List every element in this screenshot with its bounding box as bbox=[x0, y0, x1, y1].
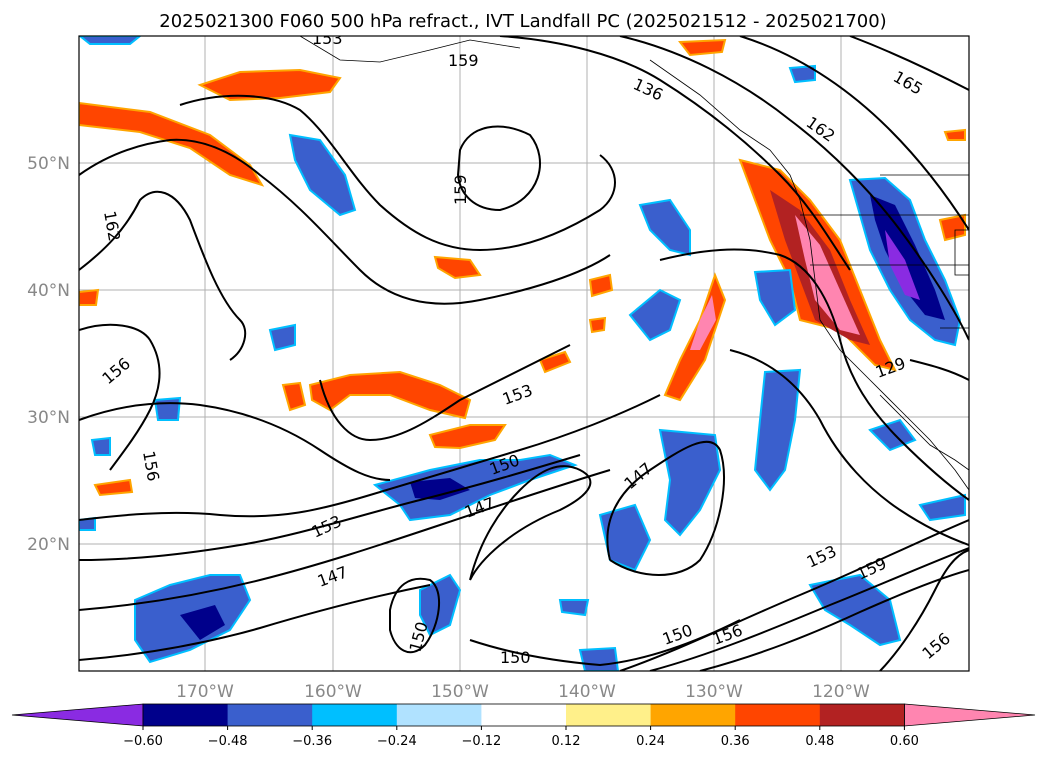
colorbar-segment bbox=[481, 704, 567, 726]
colorbar-tick-label: −0.48 bbox=[208, 734, 248, 749]
lat-label: 20°N bbox=[27, 535, 70, 555]
contour-label: 159 bbox=[448, 51, 479, 70]
colorbar-tick-label: −0.24 bbox=[377, 734, 417, 749]
colorbar-tick-label: 0.48 bbox=[805, 734, 834, 749]
lon-label: 140°W bbox=[558, 682, 616, 702]
colorbar-tick-label: −0.12 bbox=[461, 734, 501, 749]
lon-label: 130°W bbox=[685, 682, 743, 702]
colorbar-segment bbox=[227, 704, 313, 726]
lon-label: 150°W bbox=[431, 682, 489, 702]
colorbar-tick-label: −0.60 bbox=[123, 734, 163, 749]
figure-title: 2025021300 F060 500 hPa refract., IVT La… bbox=[159, 11, 886, 32]
colorbar-tick-label: 0.12 bbox=[552, 734, 581, 749]
colorbar-segment bbox=[312, 704, 398, 726]
colorbar-extend-min bbox=[11, 703, 144, 727]
colorbar-segment bbox=[566, 704, 652, 726]
colorbar-segment bbox=[396, 704, 482, 726]
lat-label: 40°N bbox=[27, 281, 70, 301]
colorbar-segment bbox=[143, 704, 229, 726]
colorbar-border bbox=[142, 703, 905, 727]
lon-label: 120°W bbox=[812, 682, 870, 702]
colorbar-tick-label: 0.24 bbox=[636, 734, 665, 749]
refractivity-contours bbox=[79, 36, 969, 671]
colorbar: −0.60 −0.48 −0.36 −0.24 −0.12 0.12 0.24 0.36 0.4… bbox=[11, 703, 1036, 749]
coastlines bbox=[299, 36, 969, 491]
contour-label: 153 bbox=[312, 29, 343, 48]
colorbar-tick-label: −0.36 bbox=[292, 734, 332, 749]
lon-label: 160°W bbox=[304, 682, 362, 702]
colorbar-segment bbox=[650, 704, 736, 726]
colorbar-extend-max bbox=[904, 703, 1036, 727]
colorbar-tick-label: 0.36 bbox=[721, 734, 750, 749]
colorbar-segment bbox=[735, 704, 821, 726]
latitude-labels: 50°N 40°N 30°N 20°N bbox=[27, 154, 70, 555]
lat-label: 30°N bbox=[27, 408, 70, 428]
colorbar-segment bbox=[819, 704, 905, 726]
lon-label: 170°W bbox=[176, 682, 234, 702]
colorbar-tick-label: 0.60 bbox=[890, 734, 919, 749]
contour-label: 150 bbox=[500, 648, 531, 667]
map-panel: 159 136 165 162 159 162 156 156 153 150 … bbox=[78, 29, 970, 672]
lat-label: 50°N bbox=[27, 154, 70, 174]
longitude-labels: 170°W 160°W 150°W 140°W 130°W 120°W bbox=[176, 682, 870, 702]
contour-label: 159 bbox=[451, 174, 470, 205]
